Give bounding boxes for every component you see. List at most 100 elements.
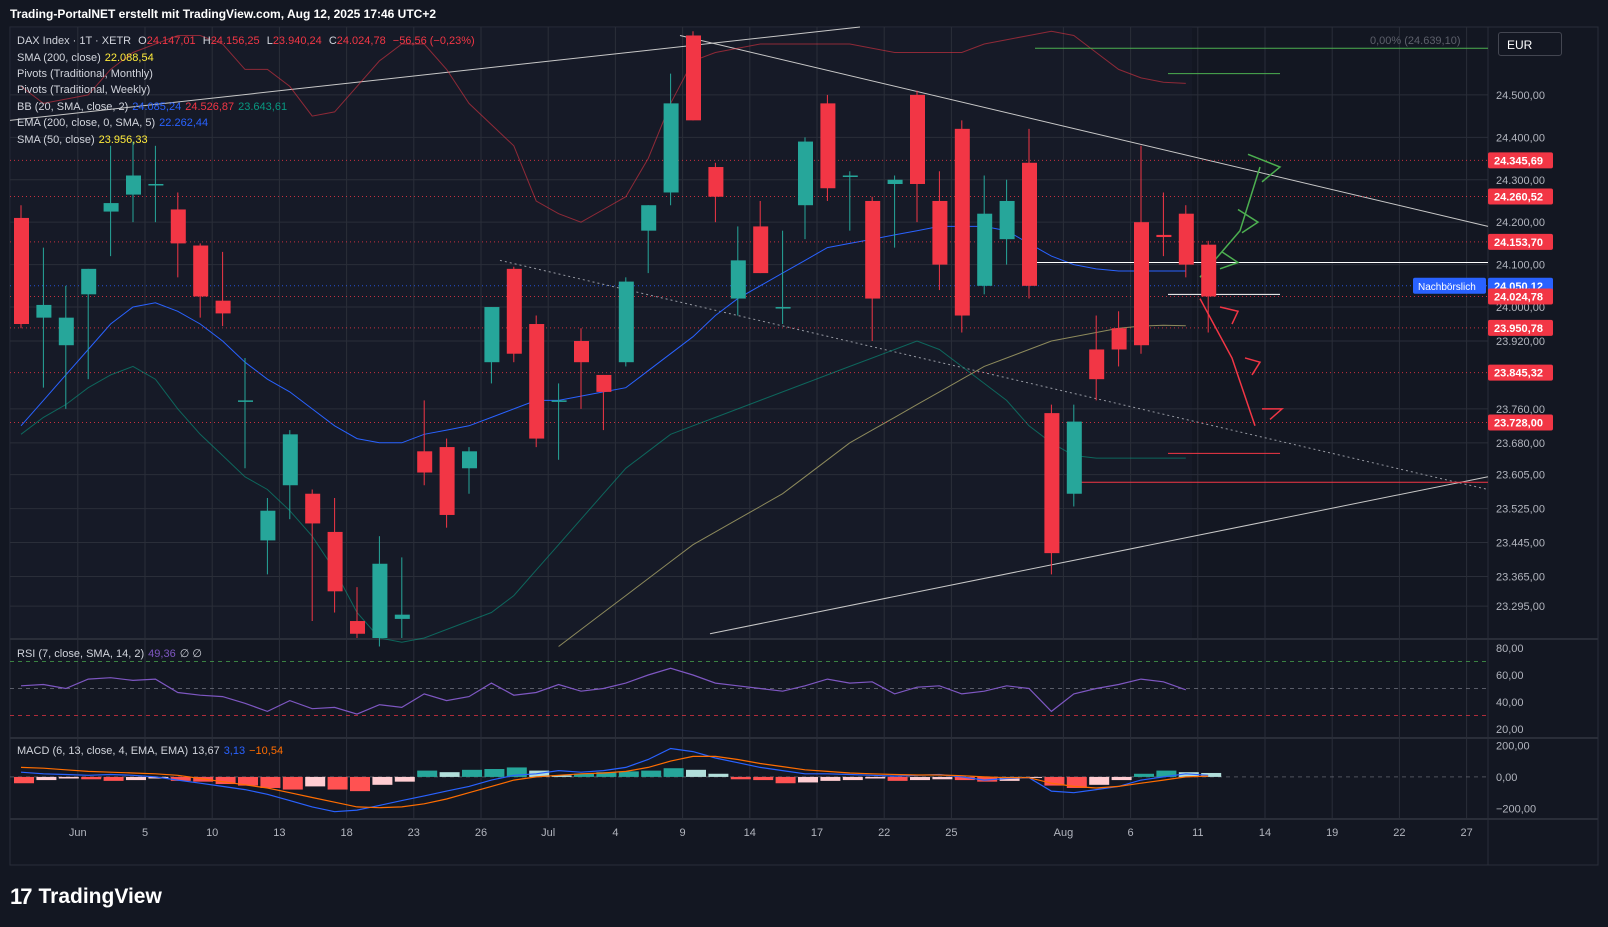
tradingview-brand[interactable]: 17 TradingView [10, 884, 162, 910]
macd-histogram-bar [775, 776, 796, 784]
candle-body [551, 400, 567, 402]
rsi-legend[interactable]: RSI (7, close, SMA, 14, 2) 49,36 ∅ ∅ [17, 648, 202, 660]
candle-body [820, 103, 836, 189]
candle-body [1178, 213, 1194, 265]
price-tag-label: 23.845,32 [1494, 368, 1543, 380]
price-tag-label: 24.024,78 [1494, 292, 1543, 304]
price-tick-label: 24.300,00 [1496, 175, 1545, 187]
macd-histogram-bar [596, 772, 617, 777]
macd-histogram-bar [1044, 776, 1065, 786]
macd-tick-label: 0,00 [1496, 772, 1517, 784]
time-tick-label: 25 [945, 827, 957, 839]
time-tick-label: 14 [1259, 827, 1271, 839]
legend-symbol[interactable]: DAX Index · 1T · XETR [17, 35, 132, 47]
time-tick-label: 14 [744, 827, 756, 839]
candle-body [1089, 349, 1105, 380]
candle-body [305, 493, 321, 524]
macd-histogram-bar [260, 776, 281, 788]
macd-histogram-bar [36, 776, 57, 781]
legend-ema200[interactable]: EMA (200, close, 0, SMA, 5) 22.262,44 [17, 117, 209, 129]
macd-histogram-bar [350, 776, 370, 792]
grid-lines [10, 27, 1598, 865]
price-tick-label: 23.365,00 [1496, 571, 1545, 583]
legend-sma50[interactable]: SMA (50, close) 23.956,33 [17, 134, 148, 146]
arrowhead-down-3 [1262, 408, 1284, 421]
time-tick-label: 22 [1393, 827, 1405, 839]
currency-button[interactable]: EUR [1498, 32, 1562, 56]
candle-body [372, 563, 388, 638]
price-axis: 24.500,00 24.400,00 24.300,00 24.200,00 24.1… [1496, 90, 1545, 816]
candle-body [977, 213, 993, 286]
price-level-tags: 24.345,6924.260,5224.153,7024.050,12Nach… [1413, 152, 1553, 431]
candle-body [910, 94, 925, 184]
candle-body [775, 307, 791, 309]
macd-histogram-bar [686, 769, 706, 777]
time-tick-label: 18 [340, 827, 352, 839]
macd-histogram-bar [551, 775, 572, 777]
macd-histogram-bar [58, 776, 79, 779]
price-tick-label: 23.605,00 [1496, 470, 1545, 482]
macd-histogram-bar [1089, 776, 1110, 785]
macd-histogram-bar [1156, 770, 1177, 777]
macd-histogram-bar [305, 776, 326, 787]
macd-histogram-bar [618, 771, 639, 777]
candle-body [462, 451, 477, 469]
macd-histogram-bar [327, 776, 348, 790]
price-tag-label: 23.728,00 [1494, 417, 1543, 429]
arrowhead-down-2 [1244, 357, 1262, 376]
time-tick-label: Aug [1054, 827, 1074, 839]
macd-histogram-bar [1201, 772, 1222, 777]
macd-legend[interactable]: MACD (6, 13, close, 4, EMA, EMA) 13,67 3,1… [17, 745, 284, 757]
time-tick-label: Jun [69, 827, 87, 839]
price-tag-box [1488, 319, 1553, 336]
macd-histogram-bar [820, 776, 841, 781]
macd-histogram-bar [439, 772, 460, 777]
candle-body [574, 340, 589, 363]
macd-tick-label: −200,00 [1496, 804, 1536, 816]
bb-upper-band [20, 30, 1186, 223]
time-tick-label: 5 [142, 827, 148, 839]
trendline-lower [709, 476, 1489, 635]
macd-histogram-bar [417, 770, 438, 777]
candle-body [417, 451, 433, 473]
rsi-line [20, 667, 1187, 715]
macd-histogram-bar [865, 776, 886, 779]
price-tag-label: 24.345,69 [1494, 155, 1543, 167]
time-tick-label: 26 [475, 827, 487, 839]
legend-sma200[interactable]: SMA (200, close) 22.088,54 [17, 52, 154, 64]
time-tick-label: Jul [541, 827, 555, 839]
rsi-tick-label: 80,00 [1496, 643, 1524, 655]
candle-body [58, 317, 74, 346]
candle-body [439, 447, 455, 515]
candle-body [663, 103, 679, 193]
price-tick-label: 23.525,00 [1496, 504, 1545, 516]
macd-histogram-bar [574, 773, 594, 777]
macd-histogram-bar [1066, 776, 1087, 788]
macd-histogram-bar [1111, 776, 1132, 781]
trendline-upper-rising [9, 26, 861, 121]
rsi-tick-label: 60,00 [1496, 670, 1524, 682]
candle-body [126, 175, 141, 195]
time-tick-label: 6 [1128, 827, 1134, 839]
macd-line [20, 747, 1209, 813]
legend-pivots-weekly[interactable]: Pivots (Traditional, Weekly) [17, 84, 151, 96]
time-tick-label: 17 [811, 827, 823, 839]
candle-body [1111, 328, 1127, 350]
candle-body [932, 200, 948, 265]
candle-body [1044, 413, 1060, 554]
macd-histogram-bar [394, 776, 415, 782]
projection-arrow-down [1199, 298, 1256, 427]
candle-body [103, 203, 119, 212]
legend-bb[interactable]: BB (20, SMA, close, 2) 24.085,24 24.526,87… [17, 101, 288, 113]
time-tick-label: 4 [612, 827, 618, 839]
after-hours-tag-label: Nachbörslich [1418, 282, 1476, 293]
macd-histogram-bar [282, 776, 303, 790]
time-tick-label: 10 [206, 827, 218, 839]
candle-body [36, 304, 52, 318]
price-tick-label: 23.760,00 [1496, 404, 1545, 416]
candle-body [238, 400, 253, 402]
main-legend[interactable]: DAX Index · 1T · XETR O24.147,01 H24.156… [17, 35, 483, 47]
macd-histogram-bar [170, 776, 191, 781]
legend-pivots-monthly[interactable]: Pivots (Traditional, Monthly) [17, 68, 153, 80]
